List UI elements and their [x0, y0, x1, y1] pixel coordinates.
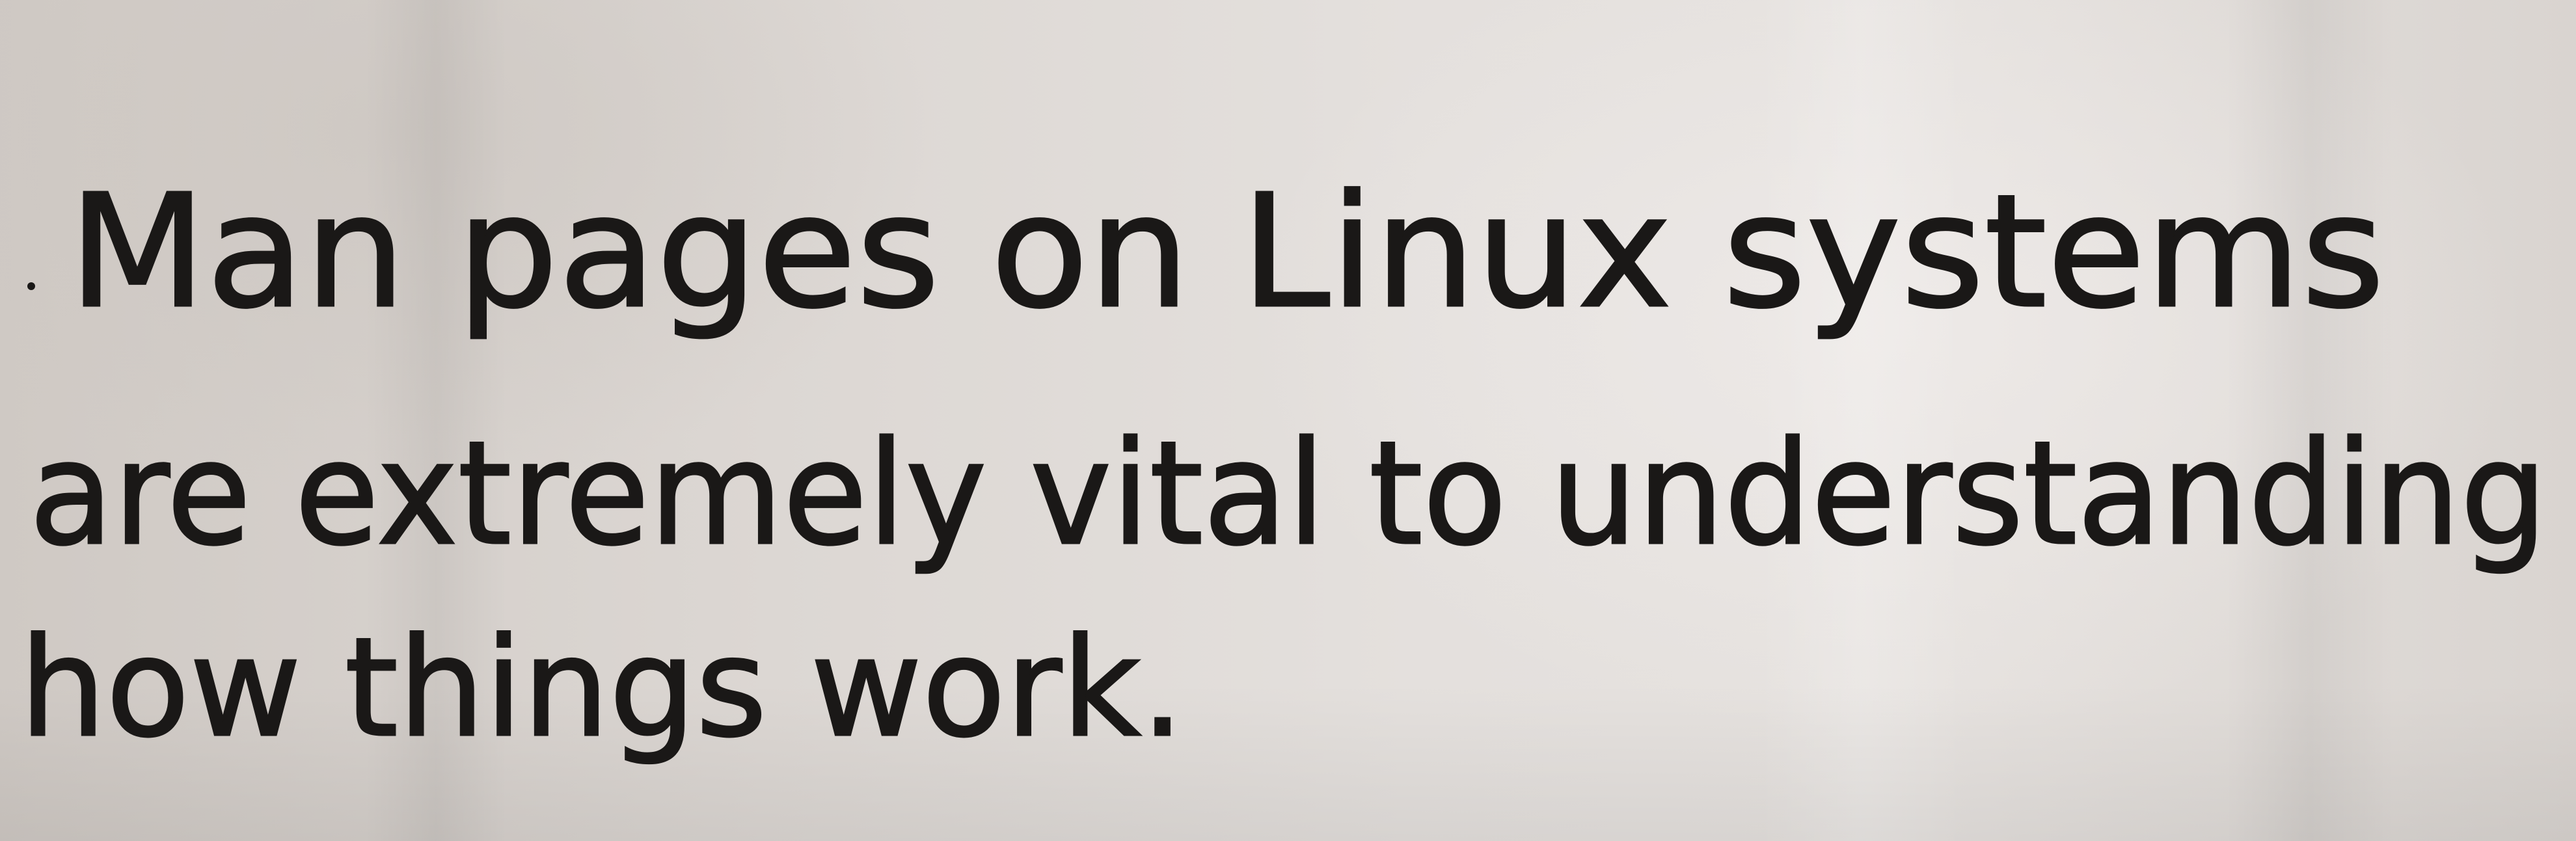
paper-crease — [2225, 0, 2394, 841]
paper-highlight — [1757, 0, 1965, 841]
paper-crease — [364, 0, 508, 841]
note-line-1: Man pages on Linux systems — [68, 161, 2385, 343]
note-line-2: are extremely vital to understanding — [29, 410, 2547, 577]
stray-ink-dot — [27, 282, 35, 290]
note-line-3: how things work. — [20, 608, 1184, 768]
paper-shadow — [0, 683, 2576, 841]
